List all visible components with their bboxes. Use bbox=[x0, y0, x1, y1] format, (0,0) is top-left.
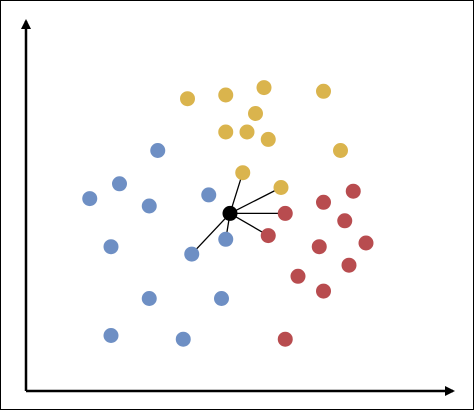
blue-point-5 bbox=[103, 239, 119, 255]
query-point-group bbox=[222, 205, 238, 221]
red-point-6 bbox=[358, 235, 374, 251]
query-point bbox=[222, 205, 238, 221]
red-point-5 bbox=[311, 239, 327, 255]
yellow-point-2 bbox=[218, 87, 234, 103]
yellow-point-8 bbox=[333, 143, 348, 158]
blue-point-3 bbox=[141, 198, 157, 214]
yellow-point-7 bbox=[260, 131, 276, 147]
red-point-3 bbox=[337, 213, 353, 229]
red-point-8 bbox=[290, 268, 306, 284]
yellow-point-0 bbox=[256, 80, 272, 96]
red-point-1 bbox=[316, 194, 331, 210]
blue-point-9 bbox=[214, 291, 229, 306]
blue-point-4 bbox=[201, 187, 217, 203]
yellow-point-5 bbox=[218, 124, 234, 140]
red-point-4 bbox=[260, 228, 276, 244]
yellow-point-3 bbox=[248, 106, 263, 121]
red-point-9 bbox=[316, 283, 331, 299]
yellow-point-1 bbox=[180, 91, 195, 107]
blue-point-8 bbox=[141, 291, 157, 306]
blue-point-1 bbox=[112, 176, 127, 192]
yellow-point-9 bbox=[235, 165, 251, 181]
yellow-point-10 bbox=[273, 180, 289, 195]
red-point-7 bbox=[341, 257, 357, 273]
neighbor-link-1 bbox=[229, 186, 282, 214]
blue-point-6 bbox=[184, 246, 200, 262]
red-point-0 bbox=[345, 183, 361, 199]
yellow-point-6 bbox=[239, 124, 255, 140]
blue-point-11 bbox=[175, 331, 191, 347]
blue-point-0 bbox=[150, 143, 166, 158]
red-point-10 bbox=[277, 331, 293, 347]
blue-point-10 bbox=[103, 328, 119, 343]
neighbor-link-5 bbox=[191, 212, 231, 255]
red-point-2 bbox=[277, 205, 293, 221]
blue-point-2 bbox=[82, 191, 98, 207]
yellow-point-4 bbox=[316, 83, 331, 99]
blue-point-7 bbox=[218, 231, 234, 247]
data-points bbox=[82, 80, 374, 347]
